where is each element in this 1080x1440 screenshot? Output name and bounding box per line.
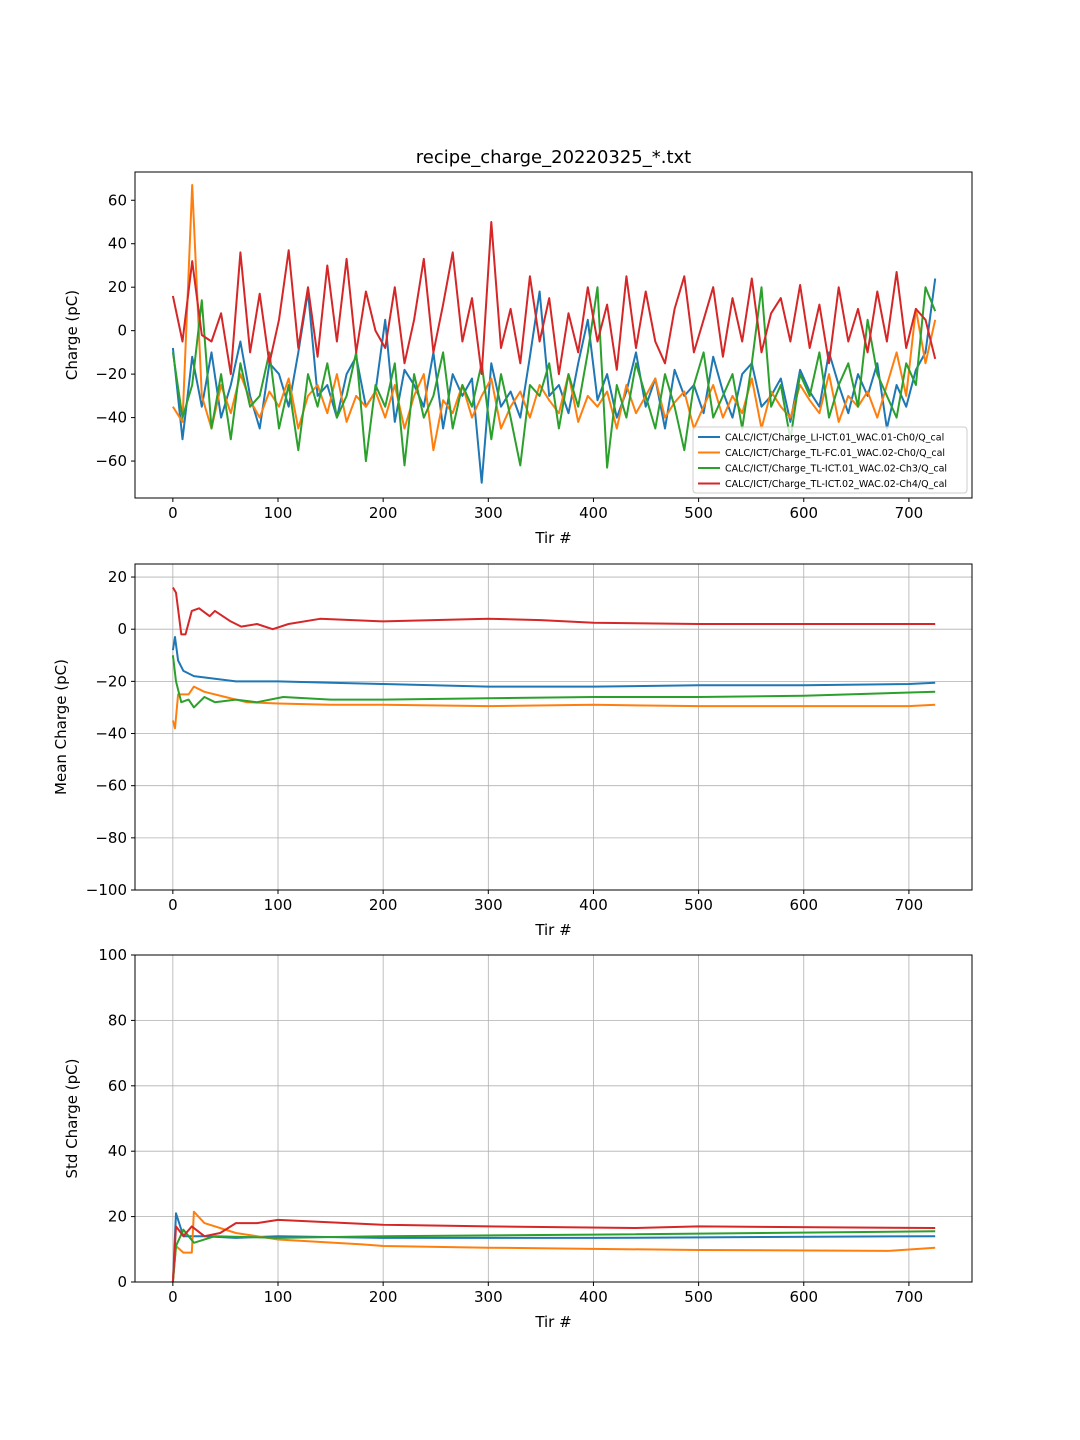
y-tick-label: 40: [108, 1142, 127, 1160]
x-tick-label: 400: [579, 896, 608, 914]
x-tick-label: 0: [168, 1288, 178, 1306]
x-tick-label: 200: [369, 504, 398, 522]
y-tick-label: 60: [108, 191, 127, 209]
legend-label: CALC/ICT/Charge_TL-ICT.01_WAC.02-Ch3/Q_c…: [725, 464, 947, 475]
legend-label: CALC/ICT/Charge_TL-FC.01_WAC.02-Ch0/Q_ca…: [725, 448, 945, 459]
y-tick-label: 0: [117, 1273, 127, 1291]
legend: CALC/ICT/Charge_LI-ICT.01_WAC.01-Ch0/Q_c…: [692, 426, 968, 494]
x-axis-label: Tir #: [534, 921, 571, 939]
x-tick-label: 0: [168, 896, 178, 914]
chart-title: recipe_charge_20220325_*.txt: [416, 147, 692, 168]
x-tick-label: 300: [474, 504, 503, 522]
x-tick-label: 500: [684, 1288, 713, 1306]
axes-frame: [134, 563, 973, 891]
series-line-3: [171, 286, 937, 469]
y-tick-label: −20: [95, 672, 127, 690]
series-line-4: [172, 586, 936, 636]
subplot-2: 0 100 200 300 400 500 600 700 −100 −80 −60 −40 −20 0 2…: [52, 563, 973, 939]
series-line-3: [171, 655, 936, 709]
x-tick-label: 100: [264, 504, 293, 522]
y-tick-label: 100: [98, 946, 127, 964]
y-tick-label: −20: [95, 365, 127, 383]
legend-label: CALC/ICT/Charge_TL-ICT.02_WAC.02-Ch4/Q_c…: [725, 479, 947, 490]
y-tick-label: 20: [108, 568, 127, 586]
x-tick-label: 300: [474, 1288, 503, 1306]
y-tick-label: 0: [117, 322, 127, 340]
series-line-1: [171, 636, 936, 688]
x-tick-label: 0: [168, 504, 178, 522]
x-tick-label: 300: [474, 896, 503, 914]
series-line-4: [171, 1218, 936, 1282]
series-line-3: [171, 1228, 936, 1282]
axes-frame: [134, 954, 973, 1283]
x-axis-label: Tir #: [534, 529, 571, 547]
y-axis-label: Mean Charge (pC): [52, 659, 70, 795]
y-tick-label: −60: [95, 777, 127, 795]
axes-frame: [134, 171, 973, 499]
x-tick-label: 700: [895, 1288, 924, 1306]
legend-label: CALC/ICT/Charge_LI-ICT.01_WAC.01-Ch0/Q_c…: [725, 433, 944, 444]
series-line-1: [171, 1212, 936, 1282]
y-tick-label: 20: [108, 278, 127, 296]
subplot-1: 0 100 200 300 400 500 600 700 −60 −40 −20 0 20 40 60 Ti…: [63, 147, 973, 547]
x-tick-label: 600: [789, 504, 818, 522]
x-tick-label: 500: [684, 896, 713, 914]
x-tick-label: 100: [264, 1288, 293, 1306]
y-tick-label: 20: [108, 1208, 127, 1226]
x-tick-label: 400: [579, 1288, 608, 1306]
y-tick-label: −80: [95, 829, 127, 847]
series-line-2: [172, 184, 937, 452]
series-line-2: [171, 685, 936, 730]
y-axis-label: Charge (pC): [63, 290, 81, 380]
x-axis-label: Tir #: [534, 1313, 571, 1331]
y-tick-label: 60: [108, 1077, 127, 1095]
x-tick-label: 400: [579, 504, 608, 522]
x-tick-label: 600: [789, 896, 818, 914]
legend-box: [692, 426, 968, 494]
x-tick-label: 600: [789, 1288, 818, 1306]
x-tick-label: 200: [369, 896, 398, 914]
y-tick-label: −40: [95, 409, 127, 427]
y-tick-label: 0: [117, 620, 127, 638]
x-tick-label: 700: [895, 504, 924, 522]
y-tick-label: −60: [95, 452, 127, 470]
series-line-2: [171, 1210, 936, 1282]
y-tick-label: −40: [95, 725, 127, 743]
y-tick-label: 80: [108, 1011, 127, 1029]
y-tick-label: 40: [108, 235, 127, 253]
x-tick-label: 700: [895, 896, 924, 914]
subplot-3: 0 100 200 300 400 500 600 700 0 20 40 60 80 100 Tir # S…: [63, 946, 973, 1331]
x-tick-label: 500: [684, 504, 713, 522]
x-tick-label: 200: [369, 1288, 398, 1306]
y-axis-label: Std Charge (pC): [63, 1059, 81, 1179]
x-tick-label: 100: [264, 896, 293, 914]
y-tick-label: −100: [86, 881, 127, 899]
series-line-4: [171, 221, 937, 376]
